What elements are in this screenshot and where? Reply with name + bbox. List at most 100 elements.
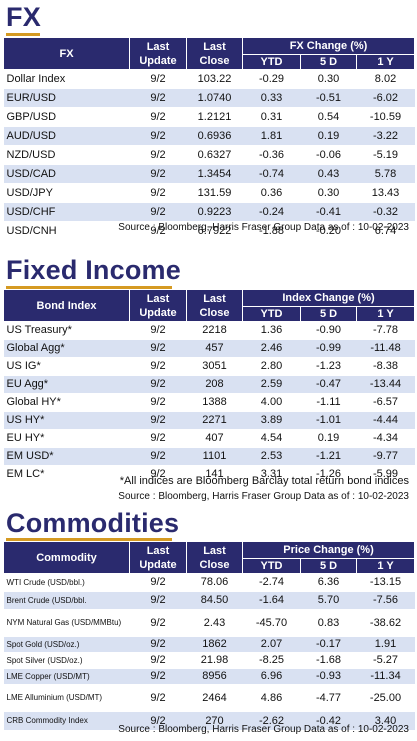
row-name: EU Agg* (3, 375, 130, 394)
row-name: EU HY* (3, 429, 130, 448)
fixed-income-note: *All indices are Bloomberg Barclay total… (119, 475, 409, 487)
commodities-title: Commodities (6, 508, 180, 538)
com-header-1y: 1 Y (355, 558, 416, 574)
row-1y: -7.78 (356, 321, 415, 340)
row-last-update: 9/2 (129, 145, 187, 165)
row-ytd: 2.53 (242, 447, 301, 466)
fx-header-change: FX Change (%) (241, 37, 416, 55)
row-ytd: 6.96 (242, 668, 301, 685)
row-ytd: 2.07 (242, 636, 301, 653)
table-row: EU Agg* 9/2 208 2.59 -0.47 -13.44 (3, 375, 415, 394)
fi-header-name: Bond Index (3, 289, 130, 322)
row-5d: -0.47 (300, 375, 357, 394)
row-name: USD/CHF (3, 202, 130, 222)
fx-table-body: Dollar Index 9/2 103.22 -0.29 0.30 8.02 EUR/US… (3, 69, 415, 241)
row-5d: 0.30 (300, 183, 357, 203)
row-last-update: 9/2 (129, 88, 187, 108)
row-5d: -0.51 (300, 88, 357, 108)
row-5d: -1.21 (300, 447, 357, 466)
fx-header-ytd: YTD (242, 54, 301, 70)
row-last-update: 9/2 (129, 126, 187, 146)
fx-header-1y: 1 Y (355, 54, 416, 70)
row-last-update: 9/2 (129, 69, 187, 89)
row-last-update: 9/2 (129, 357, 187, 376)
fx-header-5d: 5 D (300, 54, 357, 70)
fi-header-last-close: Last Close (186, 289, 243, 322)
row-last-close: 131.59 (186, 183, 243, 203)
row-1y: -5.99 (356, 465, 415, 484)
row-5d: -0.99 (300, 339, 357, 358)
row-1y: -8.38 (356, 357, 415, 376)
row-last-update: 9/2 (129, 107, 187, 127)
row-1y: 5.78 (356, 164, 415, 184)
row-1y: -7.56 (356, 591, 415, 610)
row-last-close: 3051 (186, 357, 243, 376)
row-name: LME Copper (USD/MT) (3, 668, 130, 685)
row-name: US IG* (3, 357, 130, 376)
row-last-close: 141 (186, 465, 243, 484)
row-5d: -0.93 (300, 668, 357, 685)
row-5d: -1.11 (300, 393, 357, 412)
fixed-income-title-underline (6, 286, 172, 289)
row-1y: -0.32 (356, 202, 415, 222)
row-ytd: -1.64 (242, 591, 301, 610)
row-1y: 1.91 (356, 636, 415, 653)
row-ytd: 4.00 (242, 393, 301, 412)
row-1y: -3.22 (356, 126, 415, 146)
row-last-update: 9/2 (129, 609, 187, 637)
row-last-close: 2271 (186, 411, 243, 430)
table-row: USD/CHF 9/2 0.9223 -0.24 -0.41 -0.32 (3, 202, 415, 222)
row-1y: 13.43 (356, 183, 415, 203)
row-last-close: 407 (186, 429, 243, 448)
table-row: LME Alluminium (USD/MT) 9/2 2464 4.86 -4.77-… (3, 684, 415, 712)
row-last-update: 9/2 (129, 684, 187, 712)
row-last-close: 78.06 (186, 573, 243, 592)
row-5d: -0.90 (300, 321, 357, 340)
row-name: LME Alluminium (USD/MT) (3, 684, 130, 712)
row-name: EUR/USD (3, 88, 130, 108)
row-name: Brent Crude (USD/bbl. (3, 591, 130, 610)
row-5d: -1.01 (300, 411, 357, 430)
fi-header-5d: 5 D (300, 306, 357, 322)
fx-title-underline (6, 33, 40, 36)
table-row: USD/JPY 9/2 131.59 0.36 0.30 13.43 (3, 183, 415, 203)
row-last-close: 1.2121 (186, 107, 243, 127)
row-5d: 0.19 (300, 429, 357, 448)
row-last-update: 9/2 (129, 573, 187, 592)
row-last-close: 0.6327 (186, 145, 243, 165)
row-1y: -6.57 (356, 393, 415, 412)
row-last-update: 9/2 (129, 202, 187, 222)
com-header-5d: 5 D (300, 558, 357, 574)
row-ytd: 1.36 (242, 321, 301, 340)
fi-header-last-update: Last Update (129, 289, 187, 322)
row-last-close: 1101 (186, 447, 243, 466)
row-ytd: 0.33 (242, 88, 301, 108)
row-name: WTI Crude (USD/bbl.) (3, 573, 130, 592)
row-5d: -1.26 (300, 465, 357, 484)
row-ytd: 4.86 (242, 684, 301, 712)
row-5d: 0.30 (300, 69, 357, 89)
table-row: EM LC* 9/2 141 3.31 -1.26 -5.99 (3, 465, 415, 484)
row-5d: -1.68 (300, 652, 357, 669)
row-ytd: 0.36 (242, 183, 301, 203)
row-last-update: 9/2 (129, 164, 187, 184)
commodities-table-body: WTI Crude (USD/bbl.) 9/2 78.06 -2.74 6.36 -13… (3, 573, 415, 731)
row-5d: 0.83 (300, 609, 357, 637)
row-name: Dollar Index (3, 69, 130, 89)
row-last-close: 0.9223 (186, 202, 243, 222)
row-5d: -0.42 (300, 711, 357, 731)
row-last-update: 9/2 (129, 591, 187, 610)
row-last-close: 0.6936 (186, 126, 243, 146)
fx-title: FX (6, 2, 41, 32)
row-name: Global Agg* (3, 339, 130, 358)
row-last-update: 9/2 (129, 339, 187, 358)
commodities-table: Commodity Last Update Last Close Price C… (3, 541, 416, 731)
row-ytd: -45.70 (242, 609, 301, 637)
fx-header-last-close: Last Close (186, 37, 243, 70)
row-1y: -13.44 (356, 375, 415, 394)
row-last-close: 1.3454 (186, 164, 243, 184)
row-1y: -5.19 (356, 145, 415, 165)
row-5d: 0.54 (300, 107, 357, 127)
row-ytd: 3.89 (242, 411, 301, 430)
row-last-close: 1862 (186, 636, 243, 653)
